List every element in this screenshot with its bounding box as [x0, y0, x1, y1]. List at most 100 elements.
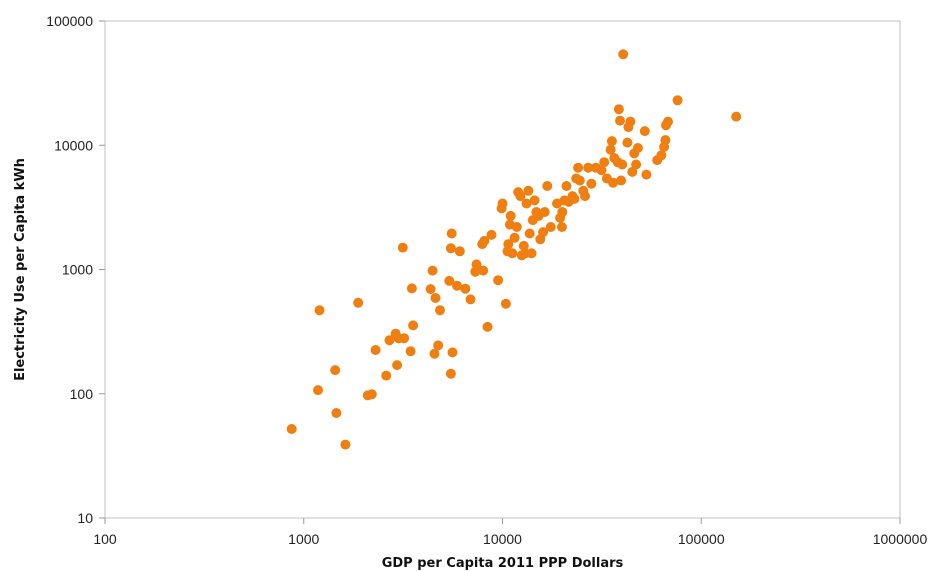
data-point [460, 283, 471, 294]
data-point [606, 136, 617, 147]
data-point [446, 228, 457, 239]
y-axis-ticks: 10 100 1000 10000 100000 [46, 13, 105, 526]
data-point [574, 175, 585, 186]
plot-frame [104, 20, 901, 519]
data-point [340, 439, 351, 450]
data-point [497, 198, 508, 209]
data-point [444, 275, 455, 286]
data-point [435, 305, 445, 316]
data-point [613, 104, 624, 115]
y-tick-label: 100 [70, 386, 94, 402]
data-point [599, 157, 610, 168]
data-point [622, 137, 633, 148]
data-point [545, 222, 556, 232]
data-point [529, 195, 540, 206]
data-point [596, 165, 607, 176]
data-point [392, 360, 403, 371]
data-point [580, 191, 590, 202]
y-tick-label: 10000 [54, 137, 93, 153]
data-point [331, 408, 342, 418]
y-tick-label: 100000 [46, 13, 93, 29]
data-point [433, 340, 444, 351]
data-point [523, 185, 534, 196]
x-tick-label: 10000 [483, 531, 522, 547]
data-point [672, 95, 683, 106]
data-point [509, 232, 520, 243]
data-point [663, 116, 673, 127]
data-point [405, 346, 416, 357]
data-point [314, 305, 325, 316]
data-point [507, 248, 518, 259]
data-point [526, 248, 537, 259]
data-point [561, 181, 572, 191]
y-tick-label: 10 [77, 510, 93, 526]
data-point [445, 368, 456, 379]
data-point [539, 207, 550, 217]
data-point [370, 345, 381, 355]
data-point [524, 228, 535, 239]
data-point [397, 242, 408, 253]
data-point [660, 135, 671, 146]
data-point [631, 159, 642, 170]
data-point [608, 177, 619, 188]
data-point [556, 222, 567, 232]
data-point [454, 246, 465, 257]
data-point [518, 240, 529, 251]
x-axis-title: GDP per Capita 2011 PPP Dollars [382, 556, 624, 571]
data-point [573, 162, 584, 173]
x-tick-label: 100000 [678, 531, 725, 547]
data-point [617, 159, 628, 170]
data-point [618, 49, 629, 60]
data-point [627, 166, 638, 177]
y-tick-label: 1000 [62, 262, 93, 278]
data-point [493, 275, 504, 286]
data-point [552, 198, 562, 209]
data-point [605, 144, 616, 155]
data-point [569, 193, 580, 204]
data-point [586, 178, 597, 189]
data-point [452, 280, 462, 291]
data-point [353, 297, 364, 308]
data-points [286, 49, 742, 450]
data-point [478, 265, 489, 276]
data-point [505, 210, 516, 221]
data-point [583, 162, 594, 173]
data-point [425, 284, 436, 295]
data-point [408, 320, 419, 331]
data-point [465, 294, 476, 305]
data-point [366, 389, 377, 400]
x-tick-label: 1000 [288, 531, 319, 547]
data-point [381, 370, 392, 381]
data-point [399, 333, 410, 344]
data-point [430, 293, 441, 303]
data-point [731, 111, 742, 122]
data-point [427, 265, 438, 276]
data-point [471, 259, 482, 270]
x-tick-label: 100 [93, 531, 117, 547]
data-point [406, 283, 417, 294]
data-point [479, 235, 490, 246]
x-tick-label: 1000000 [873, 531, 928, 547]
data-point [538, 227, 549, 238]
data-point [639, 126, 650, 137]
data-point [616, 175, 627, 186]
data-point [542, 181, 553, 191]
data-point [384, 335, 395, 346]
data-point [641, 169, 652, 180]
data-point [429, 348, 440, 359]
data-point [313, 385, 323, 396]
data-point [557, 207, 568, 217]
data-point [515, 191, 526, 202]
data-point [486, 229, 497, 240]
data-point [656, 150, 667, 161]
x-axis-ticks: 100 1000 10000 100000 1000000 [93, 518, 927, 547]
data-point [511, 222, 522, 232]
data-point [500, 298, 511, 309]
data-point [521, 198, 532, 209]
data-point [625, 116, 636, 127]
data-point [632, 143, 643, 153]
data-point [482, 321, 493, 332]
data-point [447, 347, 458, 358]
data-point [330, 365, 341, 376]
